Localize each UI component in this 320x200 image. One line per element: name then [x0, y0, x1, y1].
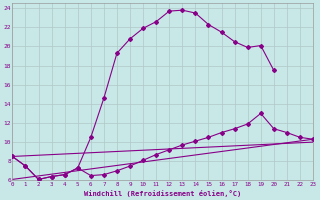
X-axis label: Windchill (Refroidissement éolien,°C): Windchill (Refroidissement éolien,°C): [84, 190, 241, 197]
